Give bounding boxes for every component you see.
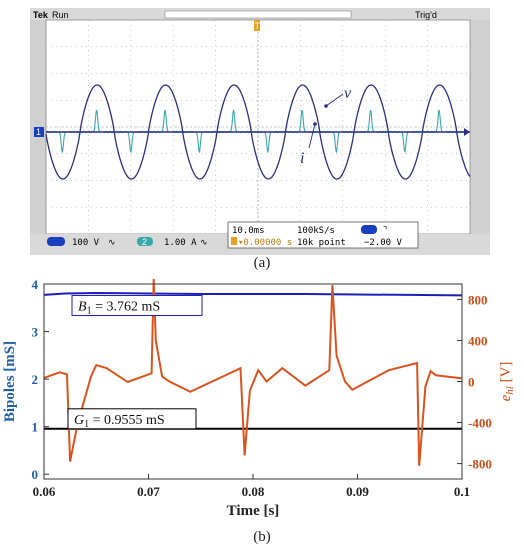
right-axis-label: ehl [V] [498,362,516,402]
dual-axis-line-chart: 0.06 0.07 0.08 0.09 0.1012348004000-400-800 … [2,277,516,519]
scope-ch2-coupling: ∿ [200,237,208,247]
scope-ch2-scale: 1.00 A [164,238,197,248]
caption-b: (b) [253,529,271,545]
left-axis-label: Bipoles [mS] [2,341,18,422]
scope-grid [46,20,470,234]
scope-v-dot [324,104,328,108]
scope-voltage-trace [45,84,471,180]
left-tick-label: 0 [32,467,39,482]
scope-v-label: v [344,85,352,102]
scope-ch2-badge [137,237,153,246]
scope-trig-pos: ▾0.00000 s [238,238,292,248]
scope-tek-label: Tek [33,10,49,20]
scope-sample-rate: 100kS/s [297,226,335,236]
oscilloscope-screenshot: Tek Run Trig'd T 1 v i 100 V ∿ 2 1.00 A … [30,8,490,255]
left-tick-label: 4 [32,277,39,292]
series-line-2 [43,278,463,466]
right-tick-label: 400 [468,333,488,348]
left-tick-label: 3 [32,325,39,340]
scope-trig-slope: ⌝ [383,225,387,235]
x-axis-label: Time [s] [227,503,280,519]
scope-ch1-coupling: ∿ [108,237,116,247]
left-tick-label: 2 [32,372,39,387]
scope-trigd-label: Trig'd [415,10,437,20]
scope-ch2-number: 2 [142,237,147,247]
scope-i-pointer [308,123,316,149]
x-tick-label: 0.09 [346,484,369,499]
annotation-text: B1 = 3.762 mS [78,300,160,317]
scope-trig-pos-icon [231,237,237,245]
scope-record-length: 10k point [297,238,346,248]
annotation-frame [67,408,197,430]
x-tick-label: 0.07 [137,484,160,499]
scope-ch1-arrow [464,128,470,136]
scope-trigger-marker [254,20,260,31]
x-tick-label: 0.06 [33,484,56,499]
series-line-0 [43,291,463,297]
right-tick-label: -400 [468,416,492,431]
scope-trigger-label: T [255,21,261,31]
scope-i-dot [313,122,317,126]
left-tick-label: 1 [32,420,39,435]
scope-run-label: Run [52,10,69,20]
x-tick-label: 0.1 [454,484,470,499]
scope-ch1-scale: 100 V [72,238,100,248]
caption-a: (a) [253,255,271,271]
scope-traces [45,84,471,180]
scope-timebase: 10.0ms [232,226,265,236]
right-tick-label: 0 [468,375,475,390]
scope-trig-level: −2.00 V [364,238,403,248]
right-tick-label: -800 [468,457,492,472]
scope-record-bar [164,10,352,19]
scope-time-panel [227,221,419,249]
annotation-box-0: B1 = 3.762 mS [71,295,203,317]
annotation-text: G1 = 0.9555 mS [74,413,165,430]
scope-ch1-marker-label: 1 [36,127,41,137]
scope-ch1-badge [47,237,65,246]
annotation-frame [71,295,203,317]
scope-trig-ch-badge [361,225,377,234]
scope-v-pointer [325,93,344,107]
plot-annotations: B1 = 3.762 mS G1 = 0.9555 mS [67,295,203,430]
right-tick-label: 800 [468,292,488,307]
plot-ticks: 0.06 0.07 0.08 0.09 0.1 0 1 2 3 4 800 400 0 -400 -800 [32,277,492,499]
scope-right-frame [470,20,490,234]
annotation-box-1: G1 = 0.9555 mS [67,408,197,430]
scope-ch1-marker [34,127,44,137]
x-tick-label: 0.08 [242,484,265,499]
scope-i-label: i [300,150,304,167]
